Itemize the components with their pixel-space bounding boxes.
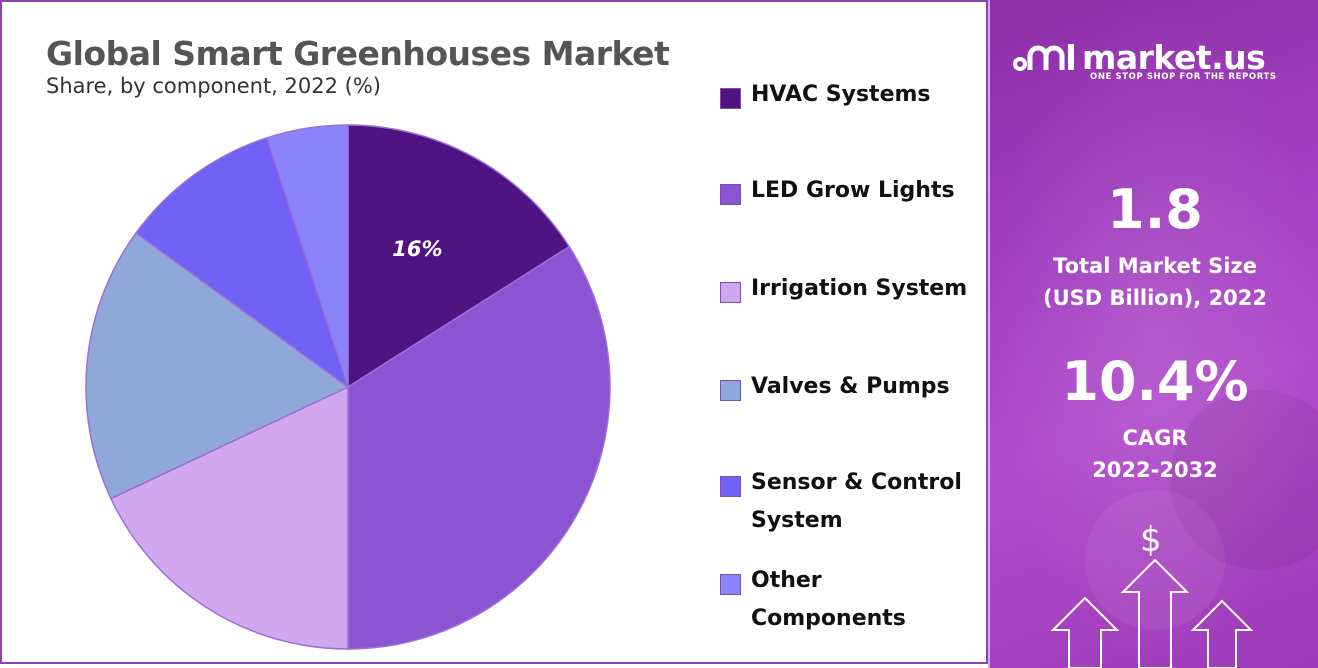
legend-label: Sensor & Control System [751, 470, 962, 533]
legend-item: Other Components [720, 568, 981, 638]
pie-slice-other-components [266, 124, 349, 388]
brand-name: market.us [1082, 38, 1266, 77]
market-us-logo-icon [1013, 44, 1074, 71]
pie-slice-valves-pumps [85, 231, 350, 500]
cagr-value: 10.4% [1061, 350, 1249, 413]
chart-title: Global Smart Greenhouses Market [46, 34, 670, 73]
dollar-icon: $ [1140, 520, 1162, 560]
legend-item: Irrigation System [720, 276, 981, 308]
legend-swatch [720, 184, 741, 205]
brand-logo: market.us [1012, 38, 1266, 78]
legend-item: Sensor & Control System [720, 470, 981, 540]
summary-sidebar: market.us ONE STOP SHOP FOR THE REPORTS … [988, 0, 1318, 668]
legend-swatch [720, 476, 741, 497]
legend-swatch [720, 88, 741, 109]
pie-data-label: 16% [392, 237, 442, 261]
pie-slice-hvac-systems [347, 124, 571, 389]
legend-swatch [720, 380, 741, 401]
pie-chart: 16% [85, 124, 611, 650]
brand-tagline: ONE STOP SHOP FOR THE REPORTS [1090, 72, 1277, 82]
legend-label: Irrigation System [751, 276, 968, 301]
legend-swatch [720, 282, 741, 303]
market-size-label: Total Market Size (USD Billion), 2022 [1042, 254, 1268, 310]
legend-item: HVAC Systems [720, 82, 981, 114]
growth-arrows-icon [990, 0, 1318, 668]
chart-panel: Global Smart Greenhouses Market Share, b… [0, 0, 988, 664]
legend-swatch [720, 574, 741, 595]
legend-item: Valves & Pumps [720, 374, 981, 406]
chart-subtitle: Share, by component, 2022 (%) [46, 74, 381, 98]
market-size-value: 1.8 [1107, 178, 1203, 241]
pie-slice-sensor-control-system [134, 136, 350, 389]
legend-label: LED Grow Lights [751, 178, 955, 203]
legend-label: Other Components [751, 568, 906, 631]
pie-slice-led-grow-lights [347, 245, 611, 650]
legend-label: HVAC Systems [751, 82, 931, 107]
legend-item: LED Grow Lights [720, 178, 981, 210]
pie-slice-irrigation-system [109, 385, 349, 650]
cagr-label: CAGR 2022-2032 [1092, 426, 1218, 482]
legend-label: Valves & Pumps [751, 374, 950, 399]
